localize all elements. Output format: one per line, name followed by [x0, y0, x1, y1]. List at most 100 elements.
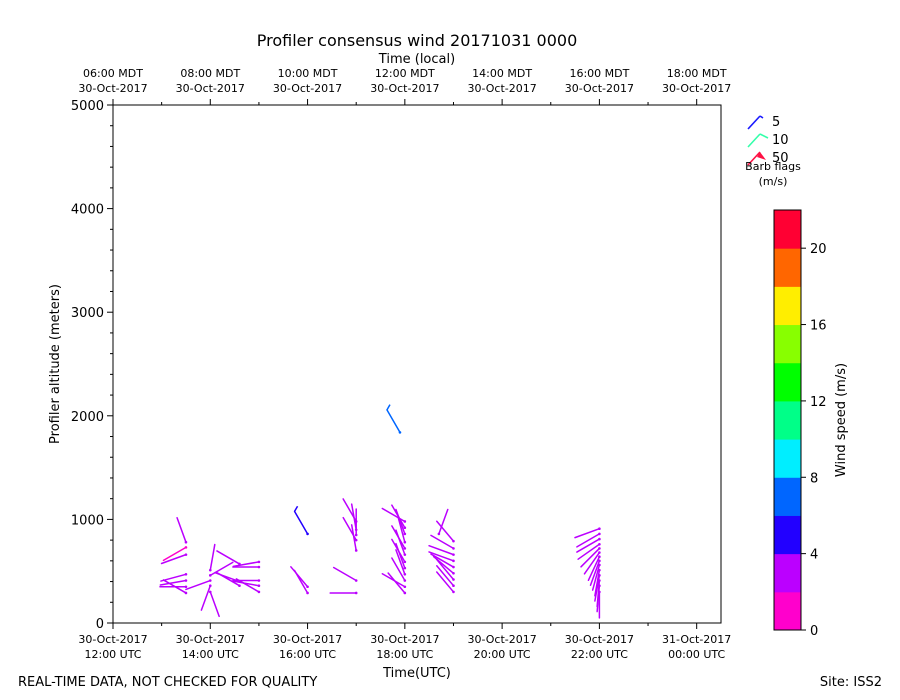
barb-shaft [350, 524, 357, 552]
top-tick-time: 06:00 MDT [83, 67, 143, 80]
x-tick-date: 30-Oct-2017 [273, 633, 342, 646]
wind-barb [354, 508, 358, 537]
wind-barb [395, 529, 407, 556]
barb-shaft [176, 517, 187, 543]
barb-shaft [232, 561, 260, 568]
barb-shaft [216, 550, 241, 565]
barb-legend-title: Barb flags [745, 160, 801, 173]
barb-shaft [397, 516, 406, 543]
colorbar-bin [774, 439, 801, 478]
top-tick-date: 30-Oct-2017 [565, 82, 634, 95]
wind-barb [430, 534, 455, 550]
site-label: Site: ISS2 [820, 675, 882, 690]
barb-shaft [596, 584, 601, 613]
wind-barb [574, 527, 601, 539]
barb-shaft [436, 558, 455, 581]
barb-shaft [589, 560, 601, 587]
wind-barb [208, 543, 216, 572]
colorbar-tick-label: 0 [810, 624, 818, 639]
colorbar-tick-label: 16 [810, 319, 827, 334]
barb-shaft [293, 569, 309, 594]
wind-barb [162, 546, 188, 562]
colorbar-bin [774, 210, 801, 249]
barb-shaft [395, 508, 406, 535]
top-tick-time: 14:00 MDT [472, 67, 532, 80]
wind-barb [387, 572, 407, 595]
barb-shaft [162, 579, 187, 594]
wind-barb [428, 544, 455, 556]
y-tick-label: 5000 [71, 99, 104, 114]
wind-barb [386, 404, 402, 434]
wind-barb [162, 579, 188, 595]
wind-barb [576, 532, 601, 548]
barb-shaft [395, 549, 406, 576]
barb-shaft [576, 533, 601, 548]
y-tick-label: 1000 [71, 513, 104, 528]
wind-barb [436, 571, 455, 594]
wind-barb [436, 558, 455, 581]
x-tick-time: 00:00 UTC [668, 648, 725, 661]
barb-shaft [391, 557, 406, 582]
colorbar-frame [773, 209, 802, 631]
colorbar-bin [774, 515, 801, 555]
wind-barb [576, 537, 601, 553]
top-tick-date: 30-Oct-2017 [78, 82, 147, 95]
top-tick-date: 30-Oct-2017 [662, 82, 731, 95]
barb-shaft [387, 572, 406, 594]
barb-shaft [395, 529, 406, 556]
x-tick-date: 30-Oct-2017 [565, 633, 634, 646]
wind-barb [293, 569, 309, 595]
barb-shaft [185, 579, 212, 591]
barb-shaft [162, 546, 187, 562]
wind-barb [293, 505, 309, 536]
barb-shaft [395, 542, 406, 569]
colorbar-bin [774, 286, 801, 326]
wind-barb [329, 591, 358, 595]
x-tick-time: 20:00 UTC [474, 648, 531, 661]
wind-barb [232, 560, 261, 568]
wind-barb [436, 520, 455, 543]
barb-shaft [430, 534, 455, 550]
barb-shaft [436, 565, 455, 587]
wind-barb [589, 559, 601, 587]
barb-flags-legend: 5 10 50 [747, 115, 789, 166]
barb-shaft [430, 553, 455, 568]
barb-shaft [235, 578, 260, 593]
barb-shaft [209, 561, 234, 577]
legend-barb-flag [757, 152, 766, 160]
wind-barb [290, 566, 309, 589]
colorbar-bin [774, 591, 801, 631]
x-tick-time: 16:00 UTC [279, 648, 336, 661]
barb-shaft [428, 544, 455, 556]
barb-shaft [159, 579, 187, 586]
wind-barb [216, 550, 241, 566]
legend-barb-shaft [747, 133, 761, 148]
wind-barb [391, 557, 407, 582]
wind-barb [591, 563, 601, 591]
y-tick-label: 3000 [71, 306, 104, 321]
barb-shaft [160, 553, 187, 565]
barb-legend-units: (m/s) [759, 175, 788, 188]
x-tick-time: 12:00 UTC [84, 648, 141, 661]
barb-shaft [580, 547, 601, 568]
x-tick-date: 30-Oct-2017 [78, 633, 147, 646]
colorbar-bin [774, 324, 801, 364]
barb-feather [293, 505, 299, 512]
barb-shaft [587, 555, 601, 582]
colorbar-bin [774, 553, 801, 593]
wind-barb [587, 555, 601, 582]
wind-barb [232, 580, 261, 588]
barb-shaft [160, 573, 187, 582]
top-tick-date: 30-Oct-2017 [370, 82, 439, 95]
top-tick-time: 18:00 MDT [667, 67, 727, 80]
colorbar-tick-label: 8 [810, 471, 818, 486]
wind-barb [235, 578, 261, 594]
top-tick-date: 30-Oct-2017 [273, 82, 342, 95]
plot-area-frame [112, 104, 722, 624]
wind-barbs [159, 404, 601, 619]
colorbar-tick-label: 20 [810, 242, 827, 257]
wind-barb [160, 553, 188, 565]
wind-barb [395, 542, 407, 570]
legend-entry-label: 10 [772, 133, 789, 148]
